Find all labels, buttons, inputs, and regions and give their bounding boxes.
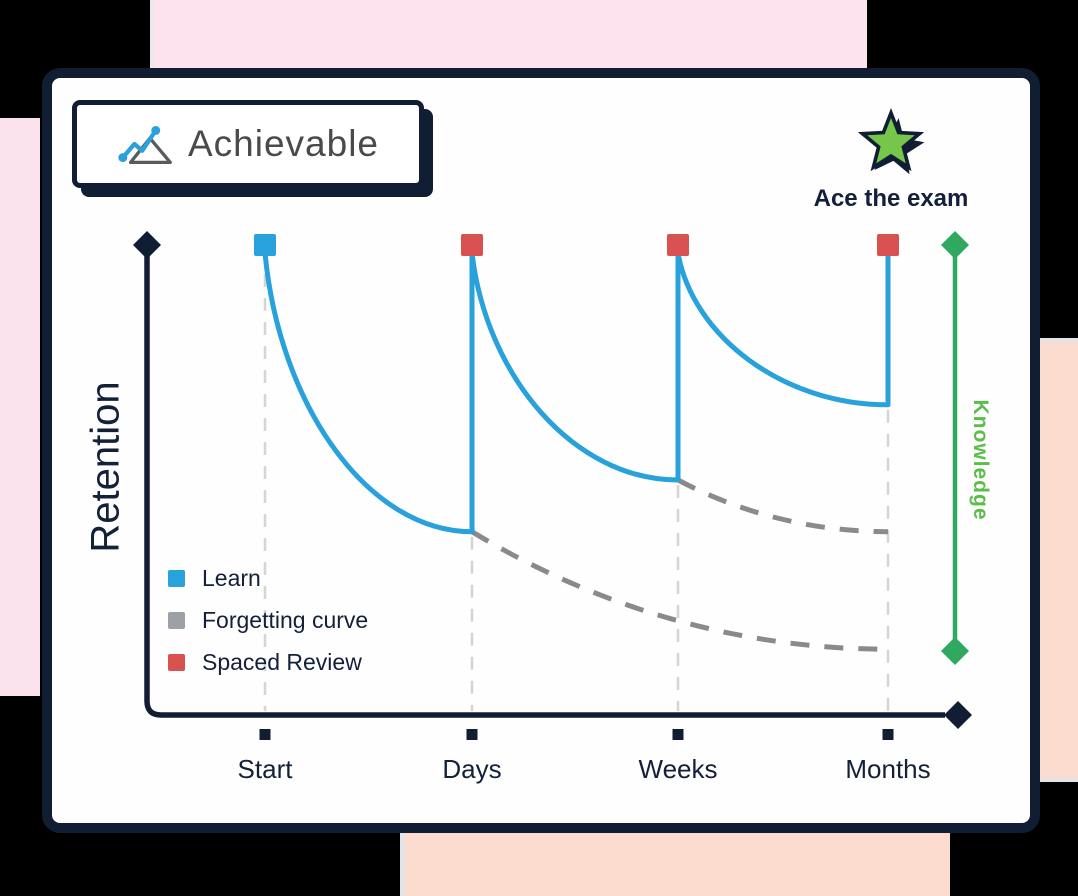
retention-chart <box>133 231 972 740</box>
tagline-block: Ace the exam <box>781 106 1001 213</box>
x-axis-label-weeks: Weeks <box>638 754 718 784</box>
learn-curve-1 <box>469 250 681 483</box>
brand-name: Achievable <box>187 123 379 164</box>
x-axis-labels: Start Days Weeks Months <box>52 754 1030 794</box>
forgetting-curve-0 <box>470 529 889 652</box>
knowledge-top-diamond <box>941 231 969 259</box>
knowledge-axis-label: Knowledge <box>969 399 992 521</box>
x-tick-months <box>882 729 894 740</box>
tagline-text: Ace the exam <box>813 185 969 212</box>
review-marker-days <box>461 234 483 256</box>
legend-label: Spaced Review <box>202 649 362 675</box>
learn-curve-2 <box>675 250 891 408</box>
line-chart-icon <box>118 125 172 165</box>
forgetting-curve-1 <box>676 477 889 535</box>
review-marker-weeks <box>667 234 689 256</box>
legend-item-0: Learn <box>168 565 368 592</box>
y-axis-end-diamond <box>133 231 161 259</box>
x-tick-days <box>466 729 478 740</box>
x-tick-weeks <box>672 729 684 740</box>
legend-swatch-icon <box>168 612 185 629</box>
decor-bottom-peach-block <box>400 833 950 896</box>
axes-line <box>144 241 945 718</box>
x-axis-label-months: Months <box>845 754 931 784</box>
review-marker-months <box>877 234 899 256</box>
decor-left-pink-block <box>0 118 40 696</box>
x-axis-label-start: Start <box>237 754 293 784</box>
x-axis-label-days: Days <box>442 754 502 784</box>
x-axis-end-diamond <box>944 701 972 729</box>
legend-swatch-icon <box>168 570 185 587</box>
learn-marker <box>254 234 276 256</box>
achievable-logo: Achievable <box>72 100 424 188</box>
chart-legend: Learn Forgetting curve Spaced Review <box>168 565 368 676</box>
legend-item-1: Forgetting curve <box>168 607 368 634</box>
legend-item-2: Spaced Review <box>168 649 368 676</box>
chart-card: Achievable Ace the exam Retention Knowle… <box>42 68 1040 833</box>
star-icon <box>857 108 925 175</box>
decor-right-peach-block <box>1040 338 1078 782</box>
legend-label: Forgetting curve <box>202 607 369 633</box>
decor-top-pink-block <box>150 0 867 70</box>
legend-label: Learn <box>202 565 261 591</box>
learn-curve-0 <box>262 250 475 535</box>
y-axis-label: Retention <box>83 381 128 553</box>
legend-swatch-icon <box>168 654 185 671</box>
knowledge-bottom-diamond <box>941 637 969 665</box>
x-tick-start <box>259 729 271 740</box>
